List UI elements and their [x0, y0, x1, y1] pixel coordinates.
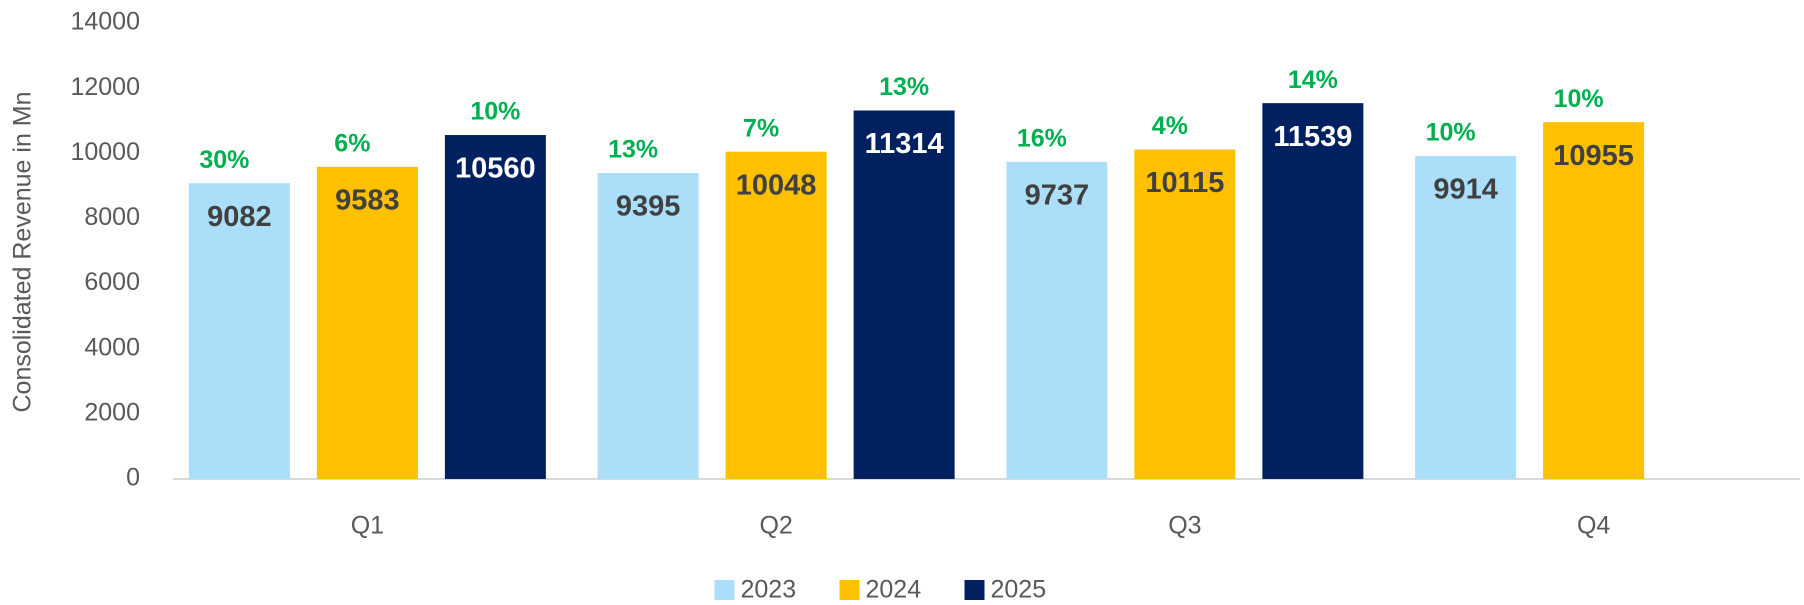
- growth-label: 13%: [879, 73, 929, 101]
- x-tick-label: Q2: [759, 512, 792, 540]
- legend-swatch: [714, 580, 735, 600]
- bar: [188, 183, 290, 479]
- growth-label: 13%: [608, 136, 658, 164]
- growth-label: 30%: [199, 146, 249, 174]
- bar-value-label: 9082: [207, 201, 272, 233]
- bar: [1415, 156, 1517, 479]
- bar-value-label: 9395: [616, 191, 681, 223]
- growth-label: 10%: [470, 98, 520, 126]
- y-tick-label: 0: [126, 464, 140, 492]
- bar: [444, 135, 546, 479]
- bar-value-label: 10560: [455, 153, 536, 185]
- bar-value-label: 9583: [335, 185, 400, 217]
- bar: [1134, 149, 1236, 480]
- bar-value-label: 11314: [865, 128, 944, 160]
- bar-value-label: 11539: [1273, 121, 1352, 153]
- bar: [1006, 161, 1108, 480]
- bar-value-label: 10115: [1145, 167, 1224, 199]
- growth-label: 7%: [743, 114, 779, 142]
- bar: [597, 172, 699, 479]
- legend-label: 2024: [866, 576, 922, 604]
- growth-label: 16%: [1017, 124, 1067, 152]
- bar-value-label: 10048: [736, 169, 817, 201]
- legend-swatch: [839, 580, 860, 600]
- y-tick-label: 12000: [70, 73, 140, 101]
- y-tick-label: 2000: [84, 398, 140, 426]
- y-tick-label: 6000: [84, 268, 140, 296]
- x-tick-label: Q1: [351, 512, 384, 540]
- bar: [1543, 122, 1645, 480]
- y-tick-label: 4000: [84, 333, 140, 361]
- bar: [853, 110, 955, 480]
- y-axis-label: Consolidated Revenue in Mn: [9, 91, 37, 412]
- legend-label: 2023: [741, 576, 797, 604]
- y-tick-label: 10000: [70, 138, 140, 166]
- growth-label: 14%: [1288, 66, 1338, 94]
- legend-swatch: [964, 580, 985, 600]
- x-tick-label: Q3: [1168, 512, 1201, 540]
- bar-value-label: 9914: [1433, 174, 1498, 206]
- bar: [1262, 103, 1364, 479]
- x-tick-label: Q4: [1577, 512, 1610, 540]
- legend-label: 2025: [991, 576, 1047, 604]
- growth-label: 10%: [1554, 85, 1604, 113]
- growth-label: 10%: [1426, 119, 1476, 147]
- bar-value-label: 10955: [1553, 140, 1634, 172]
- bar: [316, 166, 418, 480]
- bar-value-label: 9737: [1025, 180, 1090, 212]
- growth-label: 6%: [334, 129, 370, 157]
- y-tick-label: 14000: [70, 8, 140, 36]
- y-tick-label: 8000: [84, 203, 140, 231]
- bar: [725, 151, 827, 479]
- growth-label: 4%: [1152, 112, 1188, 140]
